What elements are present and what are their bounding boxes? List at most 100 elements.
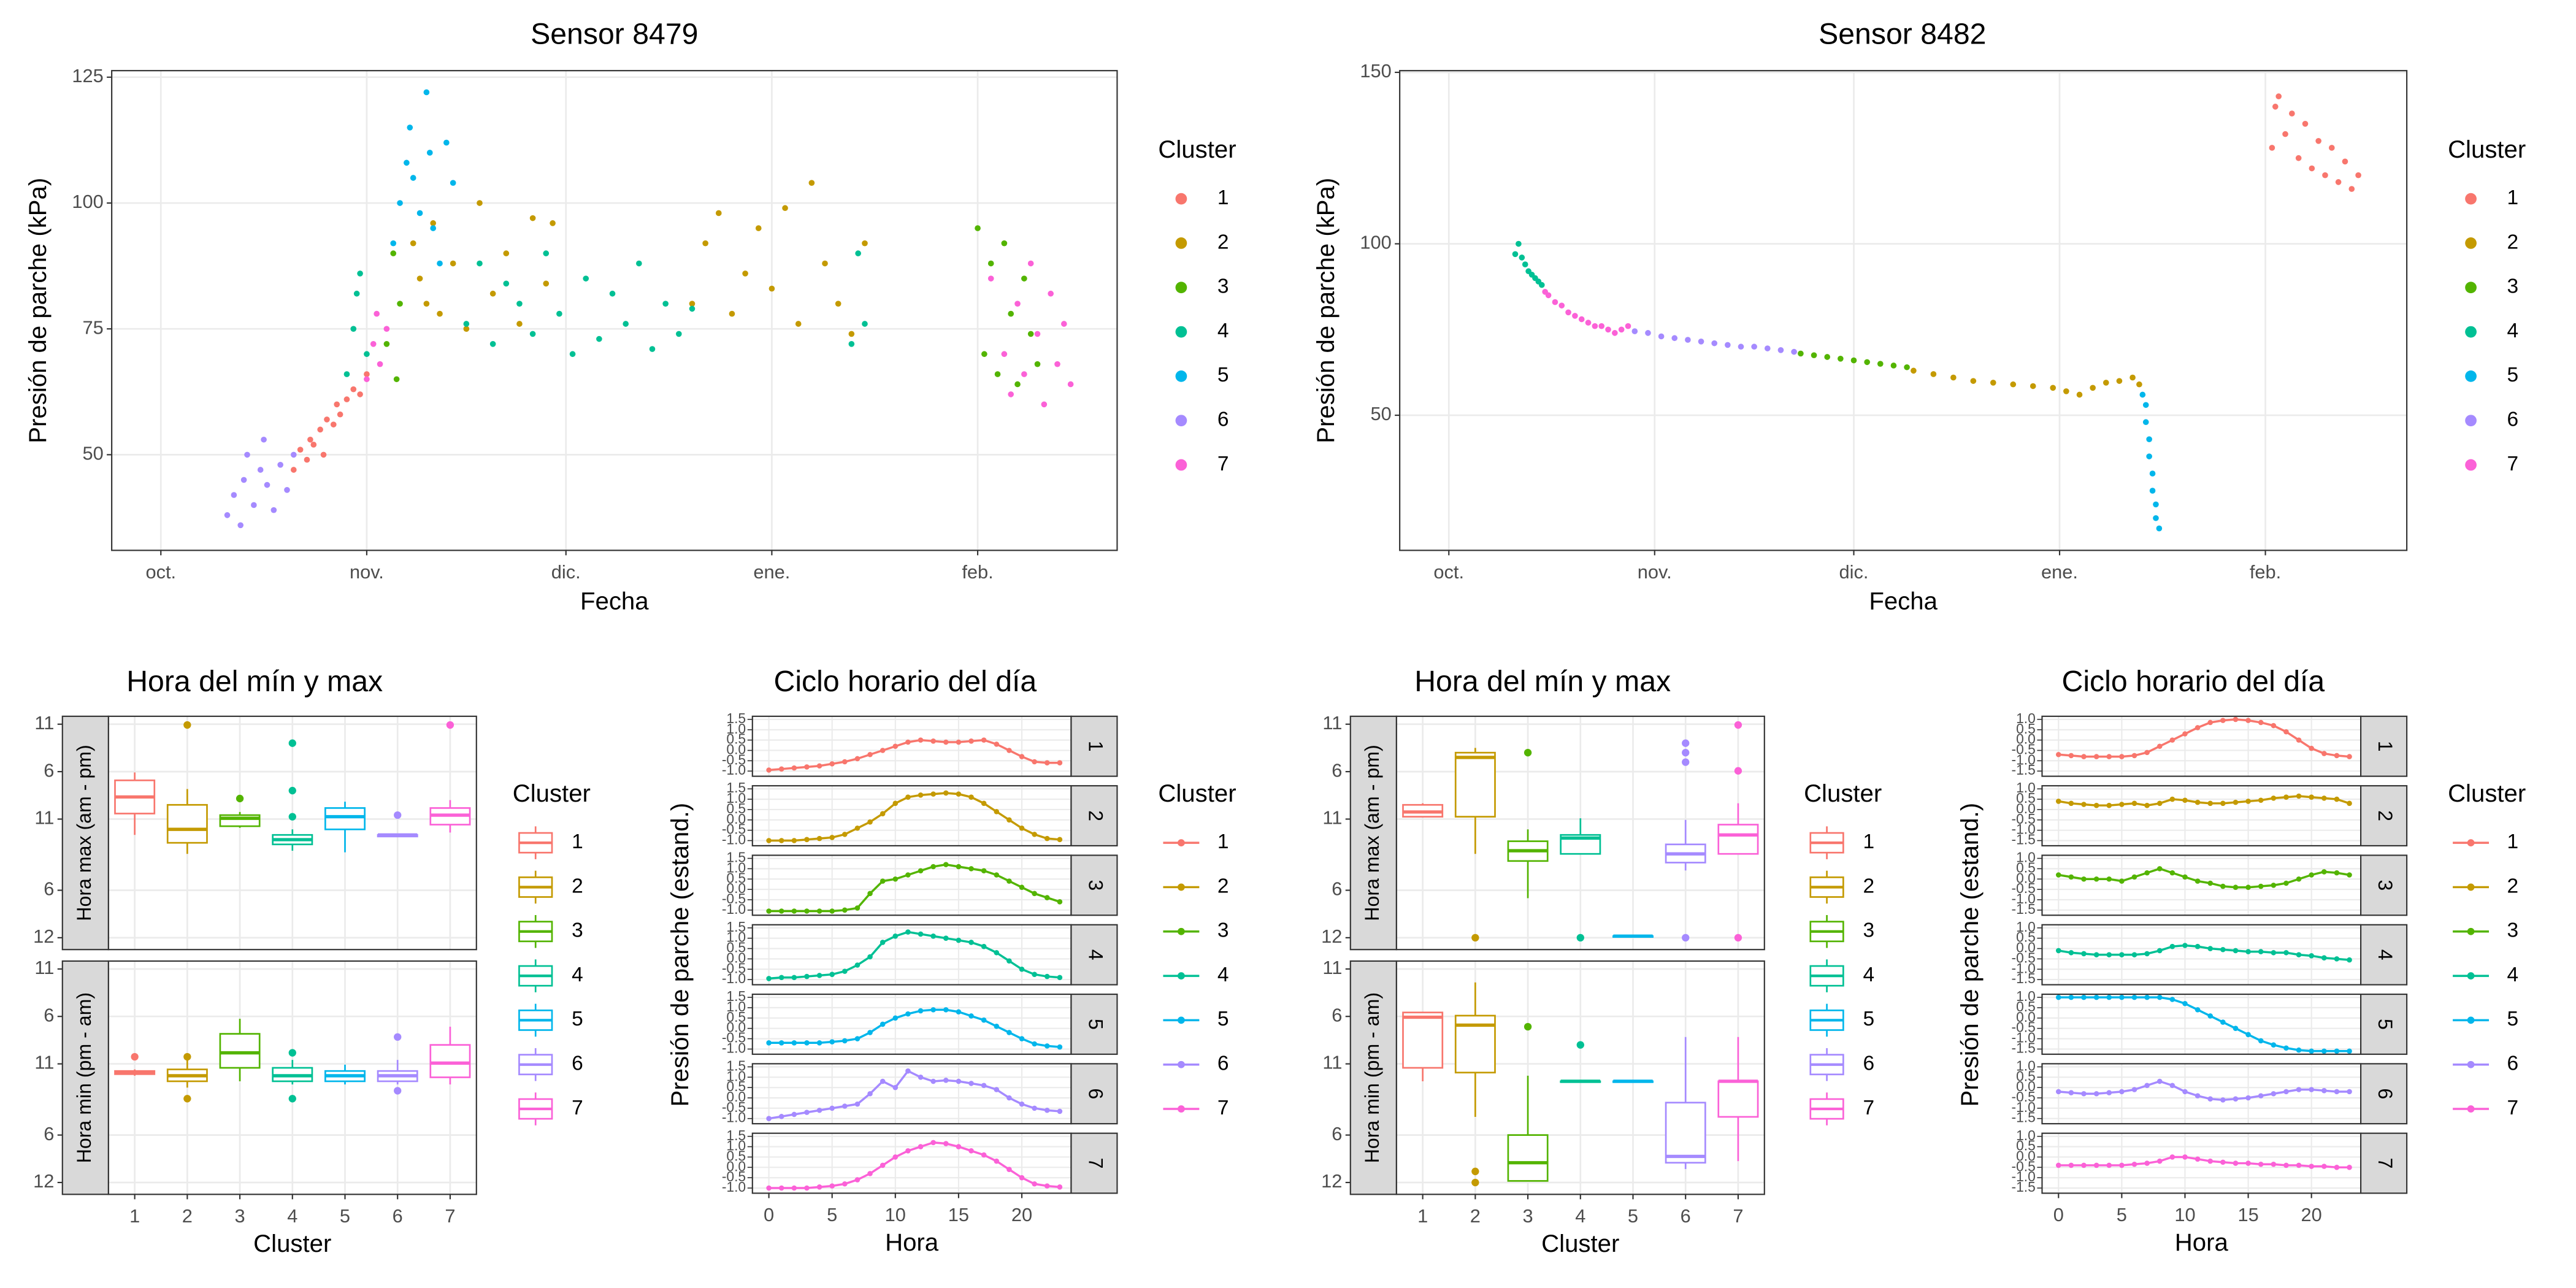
point [2220, 883, 2226, 889]
legend-label: 4 [572, 964, 583, 986]
point [981, 1152, 987, 1158]
point [2233, 1160, 2239, 1166]
legend-key [1175, 459, 1187, 471]
point [237, 522, 244, 529]
point [516, 301, 523, 307]
point [2283, 1162, 2289, 1168]
legend-label: 3 [2507, 919, 2519, 942]
point [2275, 93, 2282, 99]
strip-label: 7 [1084, 1158, 1106, 1169]
point [994, 809, 1000, 815]
y-tick-label: 150 [1360, 60, 1391, 82]
point [918, 1008, 924, 1014]
point [2050, 385, 2057, 391]
point [2119, 994, 2125, 1000]
strip [61, 960, 109, 1195]
box [1717, 824, 1759, 855]
point [2142, 419, 2149, 426]
point [1021, 275, 1027, 282]
legend-title: Cluster [2448, 780, 2526, 807]
point [596, 335, 602, 342]
point [2144, 994, 2150, 1000]
point [2207, 946, 2214, 951]
point [766, 908, 772, 914]
point [2347, 1048, 2352, 1054]
point [1605, 326, 1611, 333]
point [2220, 946, 2226, 953]
point [1032, 759, 1037, 765]
outlier [1524, 749, 1532, 757]
point [968, 794, 974, 800]
y-tick-label: 0.0 [2016, 870, 2036, 886]
point [778, 975, 784, 981]
point [1512, 251, 1519, 258]
legend-label: 3 [572, 919, 583, 942]
legend-label: 3 [1863, 919, 1875, 942]
panel-border [111, 70, 1118, 551]
point [905, 872, 911, 878]
y-tick-label: -1.0 [722, 970, 746, 986]
point [2093, 952, 2099, 957]
point [240, 477, 247, 483]
y-tick-label: 0.5 [2016, 790, 2036, 806]
point [2195, 725, 2201, 730]
y-tick-label: 0.0 [726, 811, 746, 827]
legend-label: 2 [2507, 231, 2519, 253]
point [930, 791, 936, 797]
point [383, 326, 390, 332]
point [2055, 994, 2061, 1000]
point [2169, 796, 2175, 802]
point [867, 1171, 873, 1176]
strip [1070, 994, 1118, 1055]
y-axis-title: Presión de parche (kPa) [24, 178, 52, 443]
point [2296, 1047, 2302, 1053]
point [880, 748, 886, 753]
strip [2360, 924, 2408, 986]
outlier [288, 1049, 296, 1057]
point [918, 931, 924, 937]
point [430, 225, 437, 231]
legend-label: 6 [1217, 408, 1229, 431]
point [2195, 799, 2201, 805]
point [1864, 359, 1870, 366]
point [2283, 794, 2289, 800]
legend-label: 5 [2507, 364, 2519, 386]
outlier [1471, 933, 1479, 942]
point [2334, 870, 2340, 876]
point [2347, 754, 2352, 759]
point [1545, 292, 1552, 299]
x-tick-label: nov. [350, 561, 384, 583]
x-tick-label: 0 [764, 1204, 774, 1225]
legend-title: Cluster [1158, 136, 1236, 163]
point [816, 835, 822, 841]
point [2131, 874, 2137, 880]
y-tick-label: -1.5 [2012, 832, 2036, 848]
point [2182, 874, 2188, 880]
y-tick-label: -0.5 [722, 1099, 746, 1115]
point [791, 908, 797, 914]
point [2283, 729, 2289, 735]
y-tick-label: 1.0 [2016, 1127, 2036, 1143]
point [2093, 754, 2099, 759]
legend-key [1178, 1016, 1185, 1024]
point [1032, 972, 1037, 977]
point [855, 250, 861, 256]
point [987, 260, 994, 267]
point [2119, 878, 2125, 884]
panel-background [752, 786, 1071, 846]
point [350, 386, 357, 393]
point [1008, 391, 1014, 397]
legend-label: 1 [1217, 830, 1229, 853]
x-tick-label: 1 [129, 1205, 140, 1227]
point [2093, 994, 2099, 1000]
point [968, 866, 974, 872]
point [609, 290, 616, 297]
x-axis-title: Fecha [580, 588, 649, 615]
point [2081, 876, 2087, 882]
y-tick-label: 0.5 [2016, 859, 2036, 875]
point [766, 1040, 772, 1046]
legend-key [2465, 282, 2477, 294]
point [2116, 378, 2123, 384]
point [994, 371, 1001, 377]
point [324, 416, 330, 423]
